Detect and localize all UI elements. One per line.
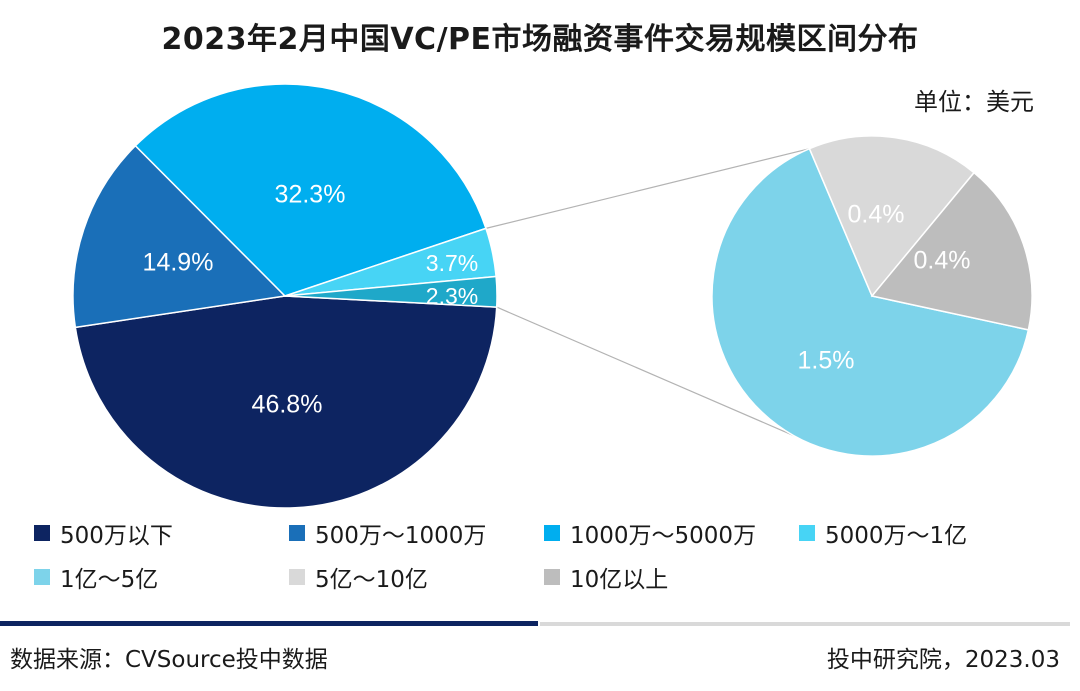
main-pie-label-4: 2.3% xyxy=(426,283,478,309)
legend-swatch xyxy=(34,525,50,541)
legend-swatch xyxy=(799,525,815,541)
legend-item-6: 10亿以上 xyxy=(544,560,668,594)
legend-swatch xyxy=(34,569,50,585)
breakdown-pie-label-0: 1.5% xyxy=(798,347,855,375)
footer-divider-light xyxy=(540,622,1070,626)
legend-label: 500万以下 xyxy=(60,516,173,550)
main-pie-label-0: 46.8% xyxy=(252,391,323,419)
legend-label: 500万～1000万 xyxy=(315,516,486,550)
legend-label: 1000万～5000万 xyxy=(570,516,756,550)
legend-item-2: 1000万～5000万 xyxy=(544,516,756,550)
main-pie-label-2: 32.3% xyxy=(275,181,346,209)
legend-label: 5000万～1亿 xyxy=(825,516,967,550)
legend-item-1: 500万～1000万 xyxy=(289,516,486,550)
legend-label: 10亿以上 xyxy=(570,560,668,594)
legend-item-4: 1亿～5亿 xyxy=(34,560,158,594)
data-source: 数据来源：CVSource投中数据 xyxy=(10,640,328,674)
main-pie-label-3: 3.7% xyxy=(426,250,478,276)
breakdown-pie-label-1: 0.4% xyxy=(848,201,905,229)
main-pie-label-1: 14.9% xyxy=(143,249,214,277)
legend-label: 5亿～10亿 xyxy=(315,560,428,594)
pie-chart-canvas: 46.8% 14.9% 32.3% 3.7% 2.3% 1.5% 0.4% 0.4% xyxy=(0,0,1080,691)
legend-swatch xyxy=(544,569,560,585)
legend-item-3: 5000万～1亿 xyxy=(799,516,967,550)
legend-label: 1亿～5亿 xyxy=(60,560,158,594)
legend-swatch xyxy=(289,569,305,585)
publisher-credit: 投中研究院，2023.03 xyxy=(827,640,1060,674)
breakdown-pie-label-2: 0.4% xyxy=(914,247,971,275)
legend-item-5: 5亿～10亿 xyxy=(289,560,428,594)
footer-divider-dark xyxy=(0,621,538,626)
legend-swatch xyxy=(289,525,305,541)
legend-item-0: 500万以下 xyxy=(34,516,173,550)
legend-swatch xyxy=(544,525,560,541)
